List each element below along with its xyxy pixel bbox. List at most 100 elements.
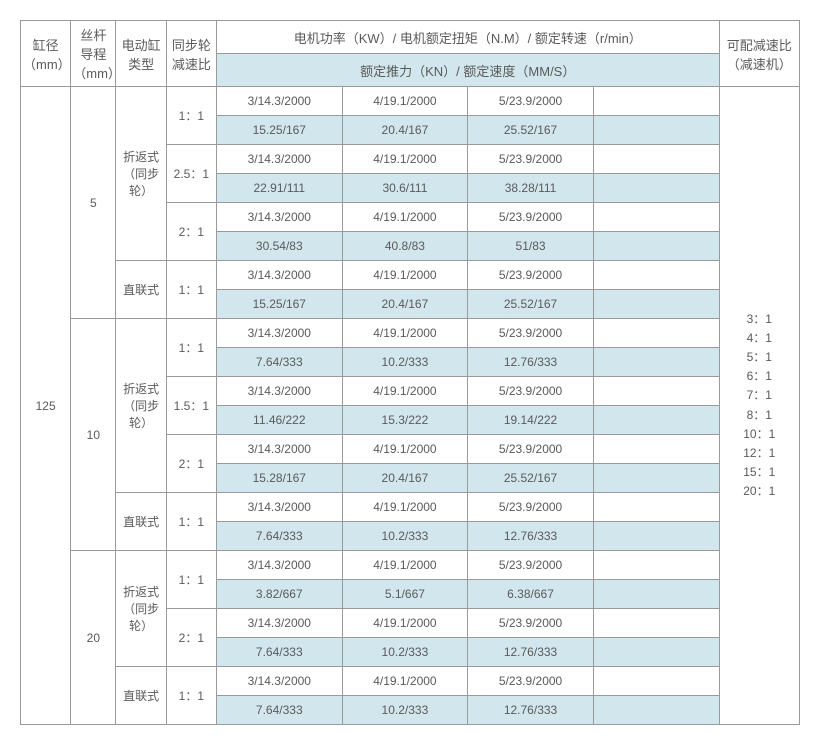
thrust-cell (593, 464, 719, 493)
motor-cell (593, 609, 719, 638)
ratio: 2：1 (166, 435, 216, 493)
motor-cell: 5/23.9/2000 (468, 493, 594, 522)
reducer-option: 12：1 (722, 444, 797, 463)
motor-cell (593, 145, 719, 174)
spec-table: 缸径（mm） 丝杆导程（mm） 电动缸类型 同步轮减速比 电机功率（KW）/ 电… (20, 20, 800, 725)
motor-cell: 5/23.9/2000 (468, 667, 594, 696)
motor-cell: 4/19.1/2000 (342, 377, 468, 406)
thrust-cell (593, 348, 719, 377)
motor-cell: 3/14.3/2000 (216, 551, 342, 580)
motor-cell: 4/19.1/2000 (342, 261, 468, 290)
drive-direct-5: 直联式 (116, 261, 166, 319)
motor-cell: 5/23.9/2000 (468, 319, 594, 348)
thrust-cell: 7.64/333 (216, 348, 342, 377)
reducer-option: 20：1 (722, 482, 797, 501)
lead-5: 5 (71, 87, 116, 319)
motor-cell (593, 261, 719, 290)
thrust-cell: 12.76/333 (468, 522, 594, 551)
thrust-cell: 7.64/333 (216, 522, 342, 551)
motor-cell: 4/19.1/2000 (342, 203, 468, 232)
reducer-list: 3：1 4：1 5：1 6：1 7：1 8：1 10：1 12：1 15：1 2… (719, 87, 799, 725)
motor-cell: 5/23.9/2000 (468, 435, 594, 464)
thrust-header: 额定推力（KN）/ 额定速度（MM/S） (216, 54, 719, 87)
lead-10: 10 (71, 319, 116, 551)
ratio: 2.5：1 (166, 145, 216, 203)
col-reducer: 可配减速比（减速机） (719, 21, 799, 87)
motor-cell: 3/14.3/2000 (216, 435, 342, 464)
thrust-cell: 12.76/333 (468, 696, 594, 725)
motor-cell (593, 319, 719, 348)
motor-cell: 4/19.1/2000 (342, 551, 468, 580)
diameter-cell: 125 (21, 87, 71, 725)
col-ratio: 同步轮减速比 (166, 21, 216, 87)
thrust-cell: 11.46/222 (216, 406, 342, 435)
thrust-cell: 25.52/167 (468, 116, 594, 145)
thrust-cell (593, 638, 719, 667)
reducer-option: 6：1 (722, 367, 797, 386)
thrust-cell: 3.82/667 (216, 580, 342, 609)
lead-20: 20 (71, 551, 116, 725)
motor-cell: 5/23.9/2000 (468, 551, 594, 580)
thrust-cell: 20.4/167 (342, 116, 468, 145)
thrust-cell (593, 116, 719, 145)
motor-cell: 5/23.9/2000 (468, 145, 594, 174)
motor-cell (593, 493, 719, 522)
thrust-cell (593, 522, 719, 551)
motor-cell: 3/14.3/2000 (216, 261, 342, 290)
motor-cell: 5/23.9/2000 (468, 609, 594, 638)
ratio: 1：1 (166, 261, 216, 319)
motor-cell: 3/14.3/2000 (216, 493, 342, 522)
thrust-cell: 6.38/667 (468, 580, 594, 609)
ratio: 2：1 (166, 609, 216, 667)
reducer-option: 15：1 (722, 463, 797, 482)
motor-cell: 4/19.1/2000 (342, 667, 468, 696)
thrust-cell: 12.76/333 (468, 348, 594, 377)
motor-cell: 3/14.3/2000 (216, 145, 342, 174)
thrust-cell: 22.91/111 (216, 174, 342, 203)
reducer-option: 8：1 (722, 406, 797, 425)
col-lead: 丝杆导程（mm） (71, 21, 116, 87)
thrust-cell: 30.6/111 (342, 174, 468, 203)
thrust-cell: 10.2/333 (342, 348, 468, 377)
thrust-cell: 10.2/333 (342, 696, 468, 725)
ratio: 2：1 (166, 203, 216, 261)
reducer-option: 7：1 (722, 386, 797, 405)
motor-cell: 3/14.3/2000 (216, 377, 342, 406)
thrust-cell (593, 696, 719, 725)
ratio: 1.5：1 (166, 377, 216, 435)
thrust-cell: 15.25/167 (216, 116, 342, 145)
motor-cell: 5/23.9/2000 (468, 87, 594, 116)
motor-cell: 4/19.1/2000 (342, 609, 468, 638)
thrust-cell: 25.52/167 (468, 464, 594, 493)
drive-fold-5: 折返式（同步轮） (116, 87, 166, 261)
col-diameter: 缸径（mm） (21, 21, 71, 87)
reducer-option: 10：1 (722, 425, 797, 444)
ratio: 1：1 (166, 87, 216, 145)
ratio: 1：1 (166, 493, 216, 551)
ratio: 1：1 (166, 667, 216, 725)
col-drive-type: 电动缸类型 (116, 21, 166, 87)
motor-cell (593, 551, 719, 580)
motor-cell: 5/23.9/2000 (468, 261, 594, 290)
thrust-cell (593, 406, 719, 435)
thrust-cell (593, 290, 719, 319)
thrust-cell: 20.4/167 (342, 290, 468, 319)
reducer-option: 5：1 (722, 348, 797, 367)
motor-cell: 5/23.9/2000 (468, 203, 594, 232)
motor-cell (593, 435, 719, 464)
thrust-cell: 20.4/167 (342, 464, 468, 493)
thrust-cell: 15.28/167 (216, 464, 342, 493)
drive-direct-20: 直联式 (116, 667, 166, 725)
thrust-cell: 10.2/333 (342, 522, 468, 551)
ratio: 1：1 (166, 551, 216, 609)
thrust-cell: 15.3/222 (342, 406, 468, 435)
motor-cell: 5/23.9/2000 (468, 377, 594, 406)
motor-cell: 3/14.3/2000 (216, 667, 342, 696)
motor-cell: 3/14.3/2000 (216, 203, 342, 232)
thrust-cell: 19.14/222 (468, 406, 594, 435)
motor-cell (593, 87, 719, 116)
thrust-cell (593, 580, 719, 609)
motor-cell (593, 377, 719, 406)
reducer-option: 3：1 (722, 310, 797, 329)
motor-cell: 3/14.3/2000 (216, 87, 342, 116)
